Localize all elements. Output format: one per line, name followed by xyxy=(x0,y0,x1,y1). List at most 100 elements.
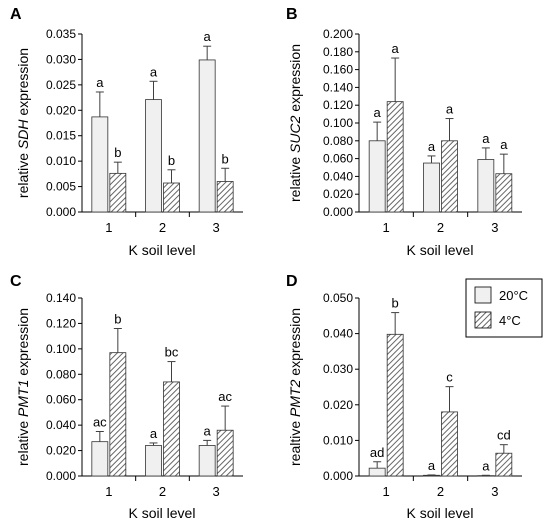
significance-letter: ac xyxy=(218,389,232,404)
bar-20c xyxy=(91,441,109,477)
y-tick-label: 0.000 xyxy=(323,205,353,219)
x-tick-label: 3 xyxy=(213,220,220,235)
y-tick-label: 0.050 xyxy=(323,291,353,305)
x-tick-label: 3 xyxy=(213,484,220,499)
panel-label-d: D xyxy=(286,273,298,290)
y-tick-label: 0.030 xyxy=(323,362,353,376)
significance-letter: a xyxy=(96,75,104,90)
y-tick-label: 0.160 xyxy=(323,63,353,77)
x-tick-label: 3 xyxy=(491,484,498,499)
legend-label-20c: 20°C xyxy=(499,288,528,303)
x-tick-label: 1 xyxy=(105,484,112,499)
legend: 20°C 4°C xyxy=(465,278,543,338)
panel-label-a: A xyxy=(10,6,22,23)
significance-letter: a xyxy=(204,29,212,44)
panel-d: D realtive PMT2 expression K soil level … xyxy=(286,273,522,521)
bar-4c xyxy=(216,429,234,477)
significance-letter: b xyxy=(392,296,399,311)
bar-4c xyxy=(109,352,127,477)
y-axis-label: relative PMT1 expression xyxy=(15,308,31,466)
significance-letter: b xyxy=(114,145,121,160)
y-tick-label: 0.080 xyxy=(46,367,76,381)
y-tick-label: 0.010 xyxy=(323,433,353,447)
significance-letter: b xyxy=(222,151,229,166)
x-tick-label: 2 xyxy=(437,220,444,235)
bar-20c xyxy=(198,445,216,477)
bar-4c xyxy=(495,173,513,213)
significance-letter: a xyxy=(428,458,436,473)
y-tick-label: 0.040 xyxy=(323,327,353,341)
x-tick-label: 1 xyxy=(383,220,390,235)
y-tick-label: 0.040 xyxy=(323,169,353,183)
panel-a: A relative SDH expression K soil level 0… xyxy=(10,6,243,258)
significance-letter: a xyxy=(446,102,454,117)
bar-4c xyxy=(216,181,234,213)
x-axis-label: K soil level xyxy=(129,242,196,258)
significance-letter: ac xyxy=(93,415,107,430)
bar-20c xyxy=(368,467,386,477)
y-tick-label: 0.000 xyxy=(46,205,76,219)
bar-4c xyxy=(386,333,404,477)
y-tick-label: 0.035 xyxy=(46,27,76,41)
significance-letter: b xyxy=(168,153,175,168)
bar-20c xyxy=(368,140,386,213)
y-tick-label: 0.060 xyxy=(46,393,76,407)
bar-20c xyxy=(477,159,495,213)
x-tick-label: 3 xyxy=(491,220,498,235)
significance-letter: a xyxy=(374,105,382,120)
y-tick-label: 0.040 xyxy=(46,418,76,432)
y-tick-label: 0.100 xyxy=(46,342,76,356)
significance-letter: a xyxy=(500,137,508,152)
bar-4c xyxy=(109,172,127,213)
significance-letter: a xyxy=(150,426,158,441)
y-tick-label: 0.020 xyxy=(46,103,76,117)
x-axis-label: K soil level xyxy=(407,242,474,258)
y-tick-label: 0.030 xyxy=(46,52,76,66)
y-tick-label: 0.000 xyxy=(323,469,353,483)
x-tick-label: 2 xyxy=(159,484,166,499)
legend-label-4c: 4°C xyxy=(499,313,521,328)
panel-b: B relative SUC2 expression K soil level … xyxy=(286,6,522,258)
y-tick-label: 0.015 xyxy=(46,129,76,143)
y-tick-label: 0.020 xyxy=(323,187,353,201)
x-tick-label: 2 xyxy=(159,220,166,235)
x-tick-label: 1 xyxy=(105,220,112,235)
significance-letter: a xyxy=(150,64,158,79)
y-tick-label: 0.060 xyxy=(323,152,353,166)
significance-letter: ad xyxy=(370,445,384,460)
y-tick-label: 0.200 xyxy=(323,27,353,41)
significance-letter: cd xyxy=(497,428,511,443)
significance-letter: a xyxy=(392,41,400,56)
bar-20c xyxy=(91,116,109,213)
y-axis-label: relative SUC2 expression xyxy=(287,44,303,202)
y-tick-label: 0.025 xyxy=(46,78,76,92)
y-tick-label: 0.120 xyxy=(46,316,76,330)
y-tick-label: 0.120 xyxy=(323,98,353,112)
bar-4c xyxy=(441,411,458,477)
significance-letter: a xyxy=(204,423,212,438)
y-tick-label: 0.020 xyxy=(46,444,76,458)
y-tick-label: 0.020 xyxy=(323,398,353,412)
y-tick-label: 0.005 xyxy=(46,180,76,194)
x-tick-label: 1 xyxy=(383,484,390,499)
panel-c: C relative PMT1 expression K soil level … xyxy=(10,273,243,521)
bar-20c xyxy=(423,162,440,213)
bar-20c xyxy=(145,445,162,477)
y-tick-label: 0.140 xyxy=(323,80,353,94)
y-tick-label: 0.000 xyxy=(46,469,76,483)
significance-letter: a xyxy=(428,139,436,154)
panel-label-c: C xyxy=(10,273,22,290)
x-axis-label: K soil level xyxy=(407,505,474,521)
legend-swatch-20c xyxy=(474,286,492,304)
significance-letter: bc xyxy=(165,345,179,360)
x-tick-label: 2 xyxy=(437,484,444,499)
bar-4c xyxy=(441,140,458,213)
significance-letter: c xyxy=(446,370,453,385)
x-axis-label: K soil level xyxy=(129,505,196,521)
y-tick-label: 0.180 xyxy=(323,45,353,59)
y-tick-label: 0.100 xyxy=(323,116,353,130)
y-axis-label: relative SDH expression xyxy=(15,48,31,198)
y-tick-label: 0.010 xyxy=(46,154,76,168)
bar-4c xyxy=(495,452,513,477)
